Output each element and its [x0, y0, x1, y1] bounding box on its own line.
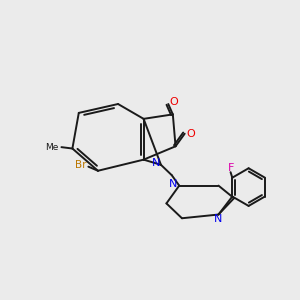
Text: O: O — [187, 129, 195, 139]
Text: F: F — [227, 163, 234, 173]
Text: N: N — [214, 214, 223, 224]
Text: N: N — [152, 158, 160, 168]
Text: Me: Me — [45, 142, 58, 152]
Text: O: O — [169, 97, 178, 107]
Text: Br: Br — [75, 160, 87, 170]
Text: N: N — [169, 179, 177, 189]
